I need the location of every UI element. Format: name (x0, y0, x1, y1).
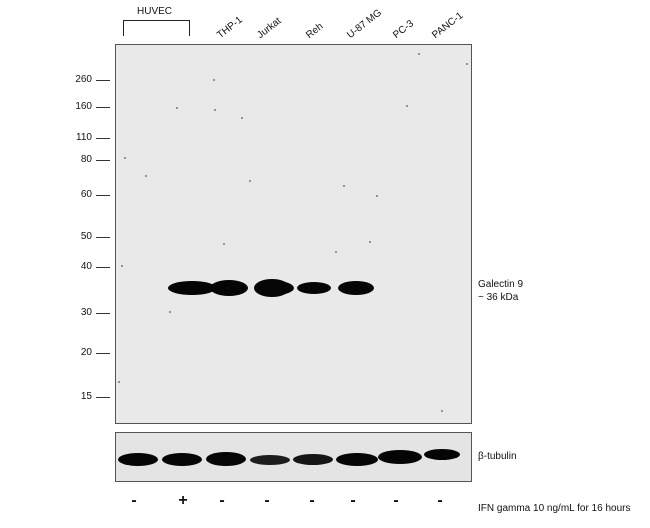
speck (406, 105, 408, 107)
lane-label-panc1: PANC-1 (430, 10, 466, 42)
mw-tick (96, 267, 110, 268)
band-lane6 (338, 281, 374, 295)
galectin9-blot-panel (115, 44, 472, 424)
lane-label-reh: Reh (304, 21, 326, 41)
speck (418, 53, 420, 55)
treatment-sign-lane3: - (219, 492, 225, 509)
band-lane1 (168, 281, 216, 295)
mw-marker-50: 50 (80, 231, 92, 242)
speck (343, 185, 345, 187)
tubulin-blot-panel (115, 432, 472, 482)
speck (369, 241, 371, 243)
loading-control-label: β-tubulin (478, 451, 517, 462)
treatment-sign-lane4: - (264, 492, 270, 509)
mw-tick (96, 80, 110, 81)
band-lane2 (210, 280, 248, 296)
speck (223, 243, 225, 245)
speck (121, 265, 123, 267)
lane-label-thp1: THP-1 (215, 14, 245, 41)
huvec-bracket (123, 20, 190, 36)
treatment-sign-lane2: + (178, 492, 188, 509)
mw-marker-110: 110 (76, 132, 92, 143)
band-lane5 (297, 282, 331, 294)
mw-tick (96, 237, 110, 238)
speck (466, 63, 468, 65)
mw-marker-20: 20 (80, 347, 92, 358)
speck (249, 180, 251, 182)
mw-tick (96, 313, 110, 314)
tubulin-band-lane6 (336, 453, 378, 466)
speck (118, 381, 120, 383)
speck (441, 410, 443, 412)
mw-marker-60: 60 (80, 189, 92, 200)
lane-label-pc3: PC-3 (391, 18, 416, 41)
target-label: Galectin 9 (478, 279, 524, 290)
treatment-sign-lane6: - (350, 492, 356, 509)
mw-marker-80: 80 (80, 154, 92, 165)
band-lane4 (256, 281, 294, 295)
speck (124, 157, 126, 159)
mw-marker-30: 30 (80, 307, 92, 318)
mw-marker-160: 160 (75, 101, 92, 112)
mw-marker-260: 260 (75, 74, 92, 85)
speck (335, 251, 337, 253)
tubulin-band-lane2 (162, 453, 202, 466)
mw-marker-40: 40 (80, 261, 92, 272)
mw-tick (96, 397, 110, 398)
mw-tick (96, 160, 110, 161)
treatment-sign-lane7: - (393, 492, 399, 509)
mw-tick (96, 138, 110, 139)
tubulin-band-lane1 (118, 453, 158, 466)
tubulin-band-lane4 (250, 455, 290, 465)
lane-label-jurkat: Jurkat (255, 15, 284, 41)
speck (145, 175, 147, 177)
huvec-label: HUVEC (137, 6, 173, 17)
tubulin-band-lane5 (293, 454, 333, 465)
tubulin-band-lane7 (378, 450, 422, 464)
treatment-label: IFN gamma 10 ng/mL for 16 hours (478, 503, 631, 514)
treatment-sign-lane5: - (309, 492, 315, 509)
treatment-sign-lane1: - (131, 492, 137, 509)
target-size-label: ~ 36 kDa (478, 292, 519, 303)
speck (214, 109, 216, 111)
treatment-sign-lane8: - (437, 492, 443, 509)
mw-marker-15: 15 (80, 391, 92, 402)
speck (376, 195, 378, 197)
lane-label-u87mg: U-87 MG (345, 7, 384, 42)
speck (213, 79, 215, 81)
mw-tick (96, 195, 110, 196)
tubulin-band-lane8 (424, 449, 460, 460)
speck (241, 117, 243, 119)
speck (169, 311, 171, 313)
tubulin-band-lane3 (206, 452, 246, 466)
mw-tick (96, 353, 110, 354)
mw-tick (96, 107, 110, 108)
speck (176, 107, 178, 109)
